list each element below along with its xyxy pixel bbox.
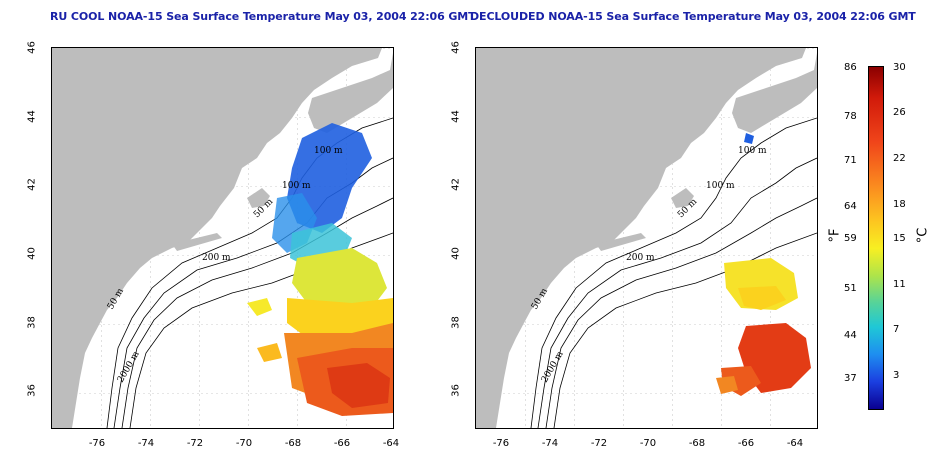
right-xtick-76: -76 [492,438,510,449]
right-xtick-72: -72 [590,438,608,449]
sst-data-right [716,133,811,396]
left-xtick-76: -76 [88,438,106,449]
right-ytick-40: 40 [450,247,462,260]
colorbar-f-64: 64 [844,201,857,212]
colorbar-c-11: 11 [893,279,906,290]
contour-50m [530,117,817,428]
right-map-title: DECLOUDED NOAA-15 Sea Surface Temperatur… [470,10,916,23]
left-xtick-66: -66 [333,438,351,449]
contour-100m [537,157,817,428]
left-xtick-74: -74 [137,438,155,449]
colorbar-c-18: 18 [893,199,906,210]
left-ytick-36: 36 [26,384,38,397]
right-ytick-44: 44 [450,110,462,123]
right-xtick-64: -64 [786,438,804,449]
land-mass [476,48,806,428]
colorbar-f-51: 51 [844,283,857,294]
left-xtick-68: -68 [284,438,302,449]
right-map: 100 m 100 m 50 m 200 m 50 m 2000 m [475,47,818,429]
colorbar [868,66,884,410]
contour-label-100m-a: 100 m [738,146,767,156]
cape-cod [247,188,270,208]
left-xtick-70: -70 [235,438,253,449]
left-xtick-72: -72 [186,438,204,449]
right-xtick-74: -74 [541,438,559,449]
right-map-canvas: 100 m 100 m 50 m 200 m 50 m 2000 m [476,48,817,428]
contour-label-200m: 200 m [202,253,231,263]
left-map-title: RU COOL NOAA-15 Sea Surface Temperature … [50,10,476,23]
right-xtick-68: -68 [688,438,706,449]
contour-200m [121,197,393,428]
colorbar-f-44: 44 [844,330,857,341]
colorbar-c-15: 15 [893,233,906,244]
left-map: 100 m 100 m 50 m 200 m 50 m 2000 m [51,47,394,429]
nova-scotia [732,53,817,133]
contour-label-100m-b: 100 m [706,181,735,191]
colorbar-f-78: 78 [844,111,857,122]
colorbar-unit-f: °F [827,228,843,243]
colorbar-f-37: 37 [844,373,857,384]
long-island [172,233,222,251]
colorbar-f-59: 59 [844,233,857,244]
right-ytick-36: 36 [450,384,462,397]
long-island [596,233,646,251]
nova-scotia [308,53,393,133]
right-ytick-46: 46 [450,41,462,54]
right-xtick-70: -70 [639,438,657,449]
colorbar-c-22: 22 [893,153,906,164]
colorbar-f-86: 86 [844,62,857,73]
left-ytick-46: 46 [26,41,38,54]
left-ytick-40: 40 [26,247,38,260]
colorbar-c-26: 26 [893,107,906,118]
right-xtick-66: -66 [737,438,755,449]
right-ytick-42: 42 [450,178,462,191]
colorbar-c-7: 7 [893,324,900,335]
contour-2000m [553,232,817,428]
contour-200m [545,197,817,428]
colorbar-c-30: 30 [893,62,906,73]
colorbar-c-3: 3 [893,370,900,381]
left-ytick-38: 38 [26,316,38,329]
sst-data-left [247,123,393,416]
cape-cod [671,188,694,208]
left-ytick-42: 42 [26,178,38,191]
contour-label-100m-b: 100 m [282,181,311,191]
left-map-canvas: 100 m 100 m 50 m 200 m 50 m 2000 m [52,48,393,428]
colorbar-unit-c: °C [915,227,931,244]
colorbar-f-71: 71 [844,155,857,166]
land-mass [52,48,382,428]
right-ytick-38: 38 [450,316,462,329]
contour-label-200m: 200 m [626,253,655,263]
left-ytick-44: 44 [26,110,38,123]
contour-label-100m-a: 100 m [314,146,343,156]
left-xtick-64: -64 [382,438,400,449]
